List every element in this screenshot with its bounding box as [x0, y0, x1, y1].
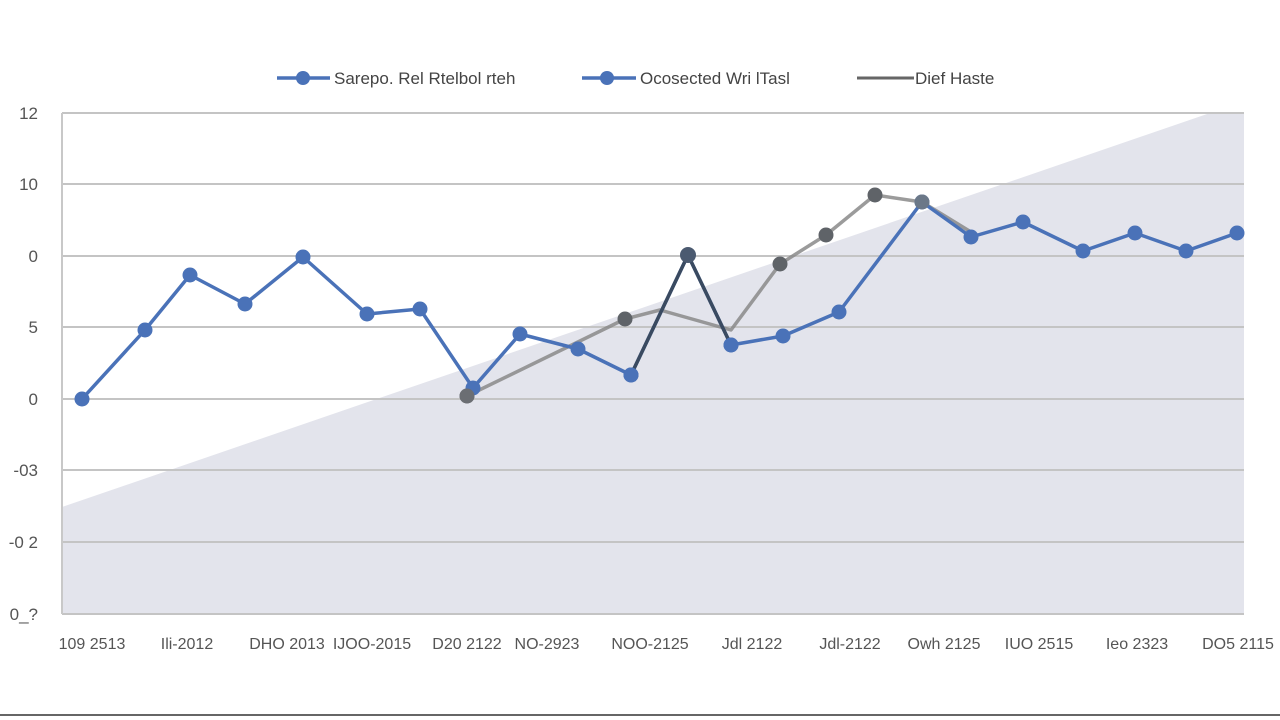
- legend-label: Sarepo. Rel Rtelbol rteh: [334, 69, 515, 88]
- data-point-marker[interactable]: [914, 194, 930, 210]
- data-point-marker[interactable]: [237, 296, 253, 312]
- x-tick-label: Jdl 2122: [722, 636, 783, 653]
- x-tick-label: IUO 2515: [1005, 636, 1074, 653]
- x-tick-label: Jdl-2122: [819, 636, 880, 653]
- x-tick-label: DO5 2115: [1202, 636, 1274, 653]
- y-tick-label: -0 2: [9, 533, 38, 552]
- y-tick-label: 0: [29, 390, 38, 409]
- bottom-divider: [0, 714, 1280, 716]
- gridlines: [62, 112, 1244, 615]
- legend-label: Ocosected Wri lTasl: [640, 69, 790, 88]
- x-tick-label: IJOO-2015: [333, 636, 411, 653]
- legend-marker-icon: [296, 71, 310, 85]
- data-point-marker[interactable]: [412, 301, 428, 317]
- x-tick-label: NO-2923: [515, 636, 580, 653]
- data-point-marker[interactable]: [1075, 243, 1091, 259]
- data-point-marker[interactable]: [623, 367, 639, 383]
- data-point-marker[interactable]: [1015, 214, 1031, 230]
- data-point-marker[interactable]: [818, 227, 834, 243]
- x-tick-label: 109 2513: [59, 636, 126, 653]
- legend-label: Dief Haste: [915, 69, 994, 88]
- y-axis-labels: 12 10 0 5 0 -03 -0 2 0_?: [9, 104, 38, 624]
- y-tick-label: 0_?: [10, 605, 38, 624]
- data-point-marker[interactable]: [963, 229, 979, 245]
- data-point-marker[interactable]: [570, 341, 586, 357]
- data-point-marker[interactable]: [867, 187, 883, 203]
- legend: Sarepo. Rel Rtelbol rteh Ocosected Wri l…: [277, 69, 994, 88]
- legend-item-series-2[interactable]: Ocosected Wri lTasl: [582, 69, 790, 88]
- y-tick-label: 10: [19, 175, 38, 194]
- legend-marker-icon: [600, 71, 614, 85]
- data-point-marker[interactable]: [459, 388, 475, 404]
- x-tick-label: Owh 2125: [908, 636, 981, 653]
- data-point-marker[interactable]: [359, 306, 375, 322]
- data-point-marker[interactable]: [775, 328, 791, 344]
- data-point-marker[interactable]: [723, 337, 739, 353]
- shaded-trend-area: [62, 113, 1244, 614]
- legend-item-series-1[interactable]: Sarepo. Rel Rtelbol rteh: [277, 69, 515, 88]
- data-point-marker[interactable]: [295, 249, 311, 265]
- data-point-marker[interactable]: [772, 256, 788, 272]
- x-tick-label: D20 2122: [432, 636, 501, 653]
- data-point-marker[interactable]: [182, 267, 198, 283]
- data-point-marker[interactable]: [617, 311, 633, 327]
- data-point-marker[interactable]: [831, 304, 847, 320]
- legend-item-series-3[interactable]: Dief Haste: [857, 69, 994, 88]
- series-sarepo: [74, 194, 930, 407]
- y-tick-label: 0: [29, 247, 38, 266]
- data-point-marker[interactable]: [512, 326, 528, 342]
- y-tick-label: 12: [19, 104, 38, 123]
- y-tick-label: 5: [29, 318, 38, 337]
- data-point-marker[interactable]: [1127, 225, 1143, 241]
- data-point-marker[interactable]: [1229, 225, 1245, 241]
- y-tick-label: -03: [13, 461, 38, 480]
- data-point-marker[interactable]: [680, 247, 696, 263]
- x-tick-label: Ieo 2323: [1106, 636, 1168, 653]
- x-tick-label: Ili-2012: [161, 636, 214, 653]
- x-tick-label: NOO-2125: [611, 636, 688, 653]
- data-point-marker[interactable]: [1178, 243, 1194, 259]
- x-tick-label: DHO 2013: [249, 636, 325, 653]
- data-point-marker[interactable]: [137, 322, 153, 338]
- data-point-marker[interactable]: [74, 391, 90, 407]
- x-axis-labels: 109 2513 Ili-2012 DHO 2013 IJOO-2015 D20…: [59, 636, 1274, 653]
